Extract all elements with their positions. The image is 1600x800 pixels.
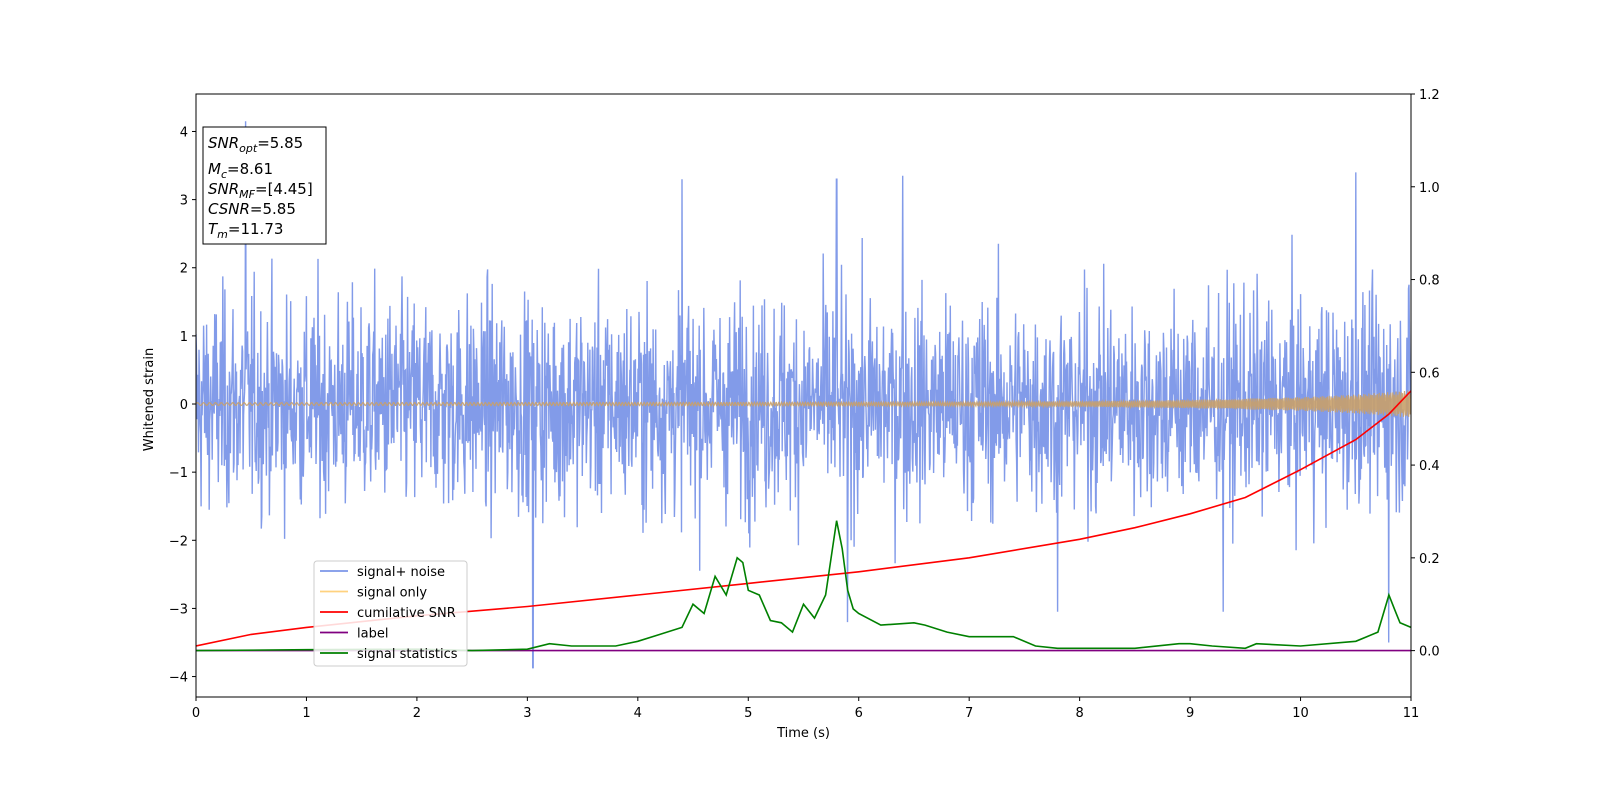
info-box-line: SNRMF=[4.45] [208, 180, 313, 201]
series-signal-only [196, 390, 1411, 417]
axis-ticks: 0 1 2 3 4 5 6 7 8 9 10 11 −4 −3 −2 −1 0 1 2 3 4 0.0 0.2 0.4 0.6 0… [169, 88, 1440, 721]
info-box-frame [202, 126, 327, 245]
legend-label: signal only [357, 586, 427, 601]
y2-tick-label: 1.0 [1419, 181, 1440, 196]
y-axis-label: Whitened strain [142, 348, 157, 451]
info-box-line: SNRopt=5.85 [208, 134, 303, 155]
x-tick-label: 11 [1403, 706, 1420, 721]
y2-tick-label: 1.2 [1419, 88, 1440, 103]
x-tick-label: 8 [1075, 706, 1083, 721]
info-box-line: Tm=11.73 [208, 220, 283, 241]
y2-tick-label: 0.0 [1419, 645, 1440, 660]
x-tick-label: 3 [523, 706, 531, 721]
y-tick-label: 4 [180, 125, 188, 140]
legend-label: signal statistics [357, 647, 458, 662]
info-box-line: Mc=8.61 [208, 160, 273, 181]
legend-label: label [357, 627, 388, 642]
y-tick-label: 1 [180, 330, 188, 345]
y-tick-label: 3 [180, 194, 188, 209]
x-tick-label: 6 [855, 706, 863, 721]
y2-tick-label: 0.4 [1419, 459, 1440, 474]
legend-label: cumilative SNR [357, 606, 456, 621]
x-tick-label: 1 [302, 706, 310, 721]
y-tick-label: −4 [169, 671, 188, 686]
x-tick-label: 4 [634, 706, 642, 721]
y-tick-label: −3 [169, 602, 188, 617]
y2-tick-label: 0.8 [1419, 274, 1440, 289]
legend: signal+ noise signal only cumilative SNR la… [313, 560, 468, 667]
x-tick-label: 10 [1292, 706, 1309, 721]
legend-frame [313, 560, 468, 667]
legend-label: signal+ noise [357, 565, 445, 580]
y2-tick-label: 0.2 [1419, 552, 1440, 567]
y-tick-label: 2 [180, 262, 188, 277]
x-tick-label: 7 [965, 706, 973, 721]
series-signal-statistics [196, 520, 1411, 652]
x-axis-label: Time (s) [776, 726, 830, 741]
series-signal-noise [196, 121, 1411, 669]
y2-tick-label: 0.6 [1419, 366, 1440, 381]
plot-frame [195, 93, 1412, 698]
x-tick-label: 0 [192, 706, 200, 721]
info-box-line: CSNR=5.85 [208, 200, 296, 218]
x-tick-label: 2 [413, 706, 421, 721]
x-tick-label: 5 [744, 706, 752, 721]
y-tick-label: −2 [169, 534, 188, 549]
x-tick-label: 9 [1186, 706, 1194, 721]
y-tick-label: 0 [180, 398, 188, 413]
y-tick-label: −1 [169, 466, 188, 481]
